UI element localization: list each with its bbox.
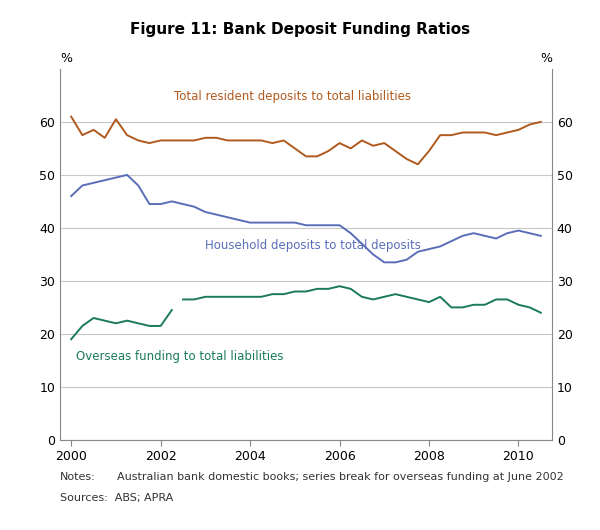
Text: Total resident deposits to total liabilities: Total resident deposits to total liabili… bbox=[174, 90, 411, 103]
Text: Notes:: Notes: bbox=[60, 472, 96, 482]
Text: Sources:  ABS; APRA: Sources: ABS; APRA bbox=[60, 493, 173, 503]
Text: Figure 11: Bank Deposit Funding Ratios: Figure 11: Bank Deposit Funding Ratios bbox=[130, 22, 470, 37]
Text: Overseas funding to total liabilities: Overseas funding to total liabilities bbox=[76, 350, 283, 363]
Text: Australian bank domestic books; series break for overseas funding at June 2002: Australian bank domestic books; series b… bbox=[117, 472, 564, 482]
Text: %: % bbox=[540, 52, 552, 65]
Text: Household deposits to total deposits: Household deposits to total deposits bbox=[205, 238, 421, 252]
Text: %: % bbox=[60, 52, 72, 65]
